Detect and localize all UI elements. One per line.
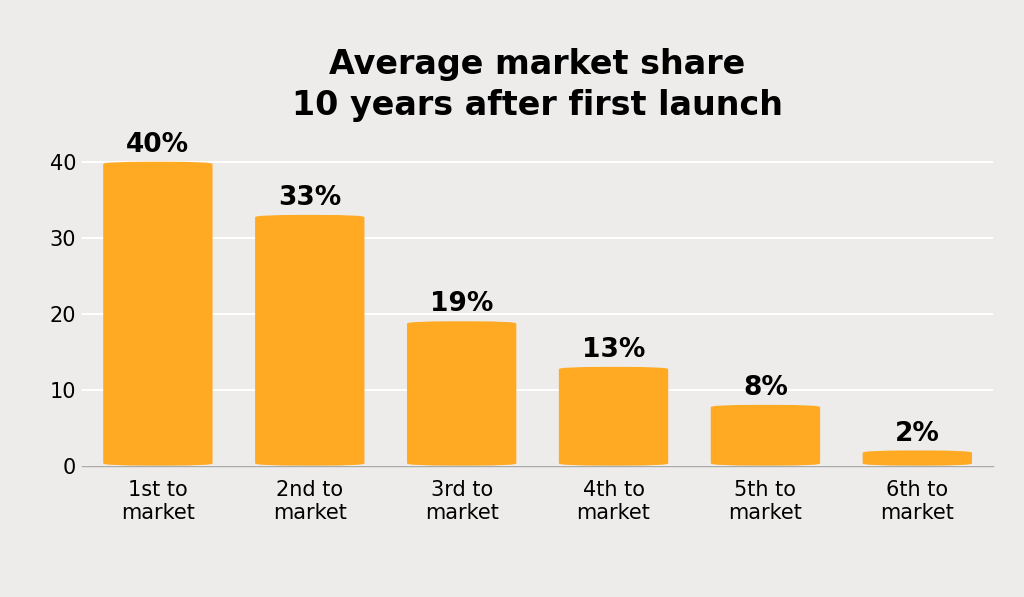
Text: 2%: 2% bbox=[895, 421, 940, 447]
Text: 40%: 40% bbox=[126, 132, 189, 158]
Text: 33%: 33% bbox=[279, 185, 341, 211]
FancyBboxPatch shape bbox=[711, 405, 820, 466]
FancyBboxPatch shape bbox=[255, 215, 365, 466]
FancyBboxPatch shape bbox=[103, 162, 213, 466]
Title: Average market share
10 years after first launch: Average market share 10 years after firs… bbox=[292, 48, 783, 122]
FancyBboxPatch shape bbox=[559, 367, 669, 466]
Text: 19%: 19% bbox=[430, 291, 494, 318]
Text: 8%: 8% bbox=[743, 375, 787, 401]
FancyBboxPatch shape bbox=[407, 321, 516, 466]
FancyBboxPatch shape bbox=[862, 451, 972, 466]
Text: 13%: 13% bbox=[582, 337, 645, 363]
